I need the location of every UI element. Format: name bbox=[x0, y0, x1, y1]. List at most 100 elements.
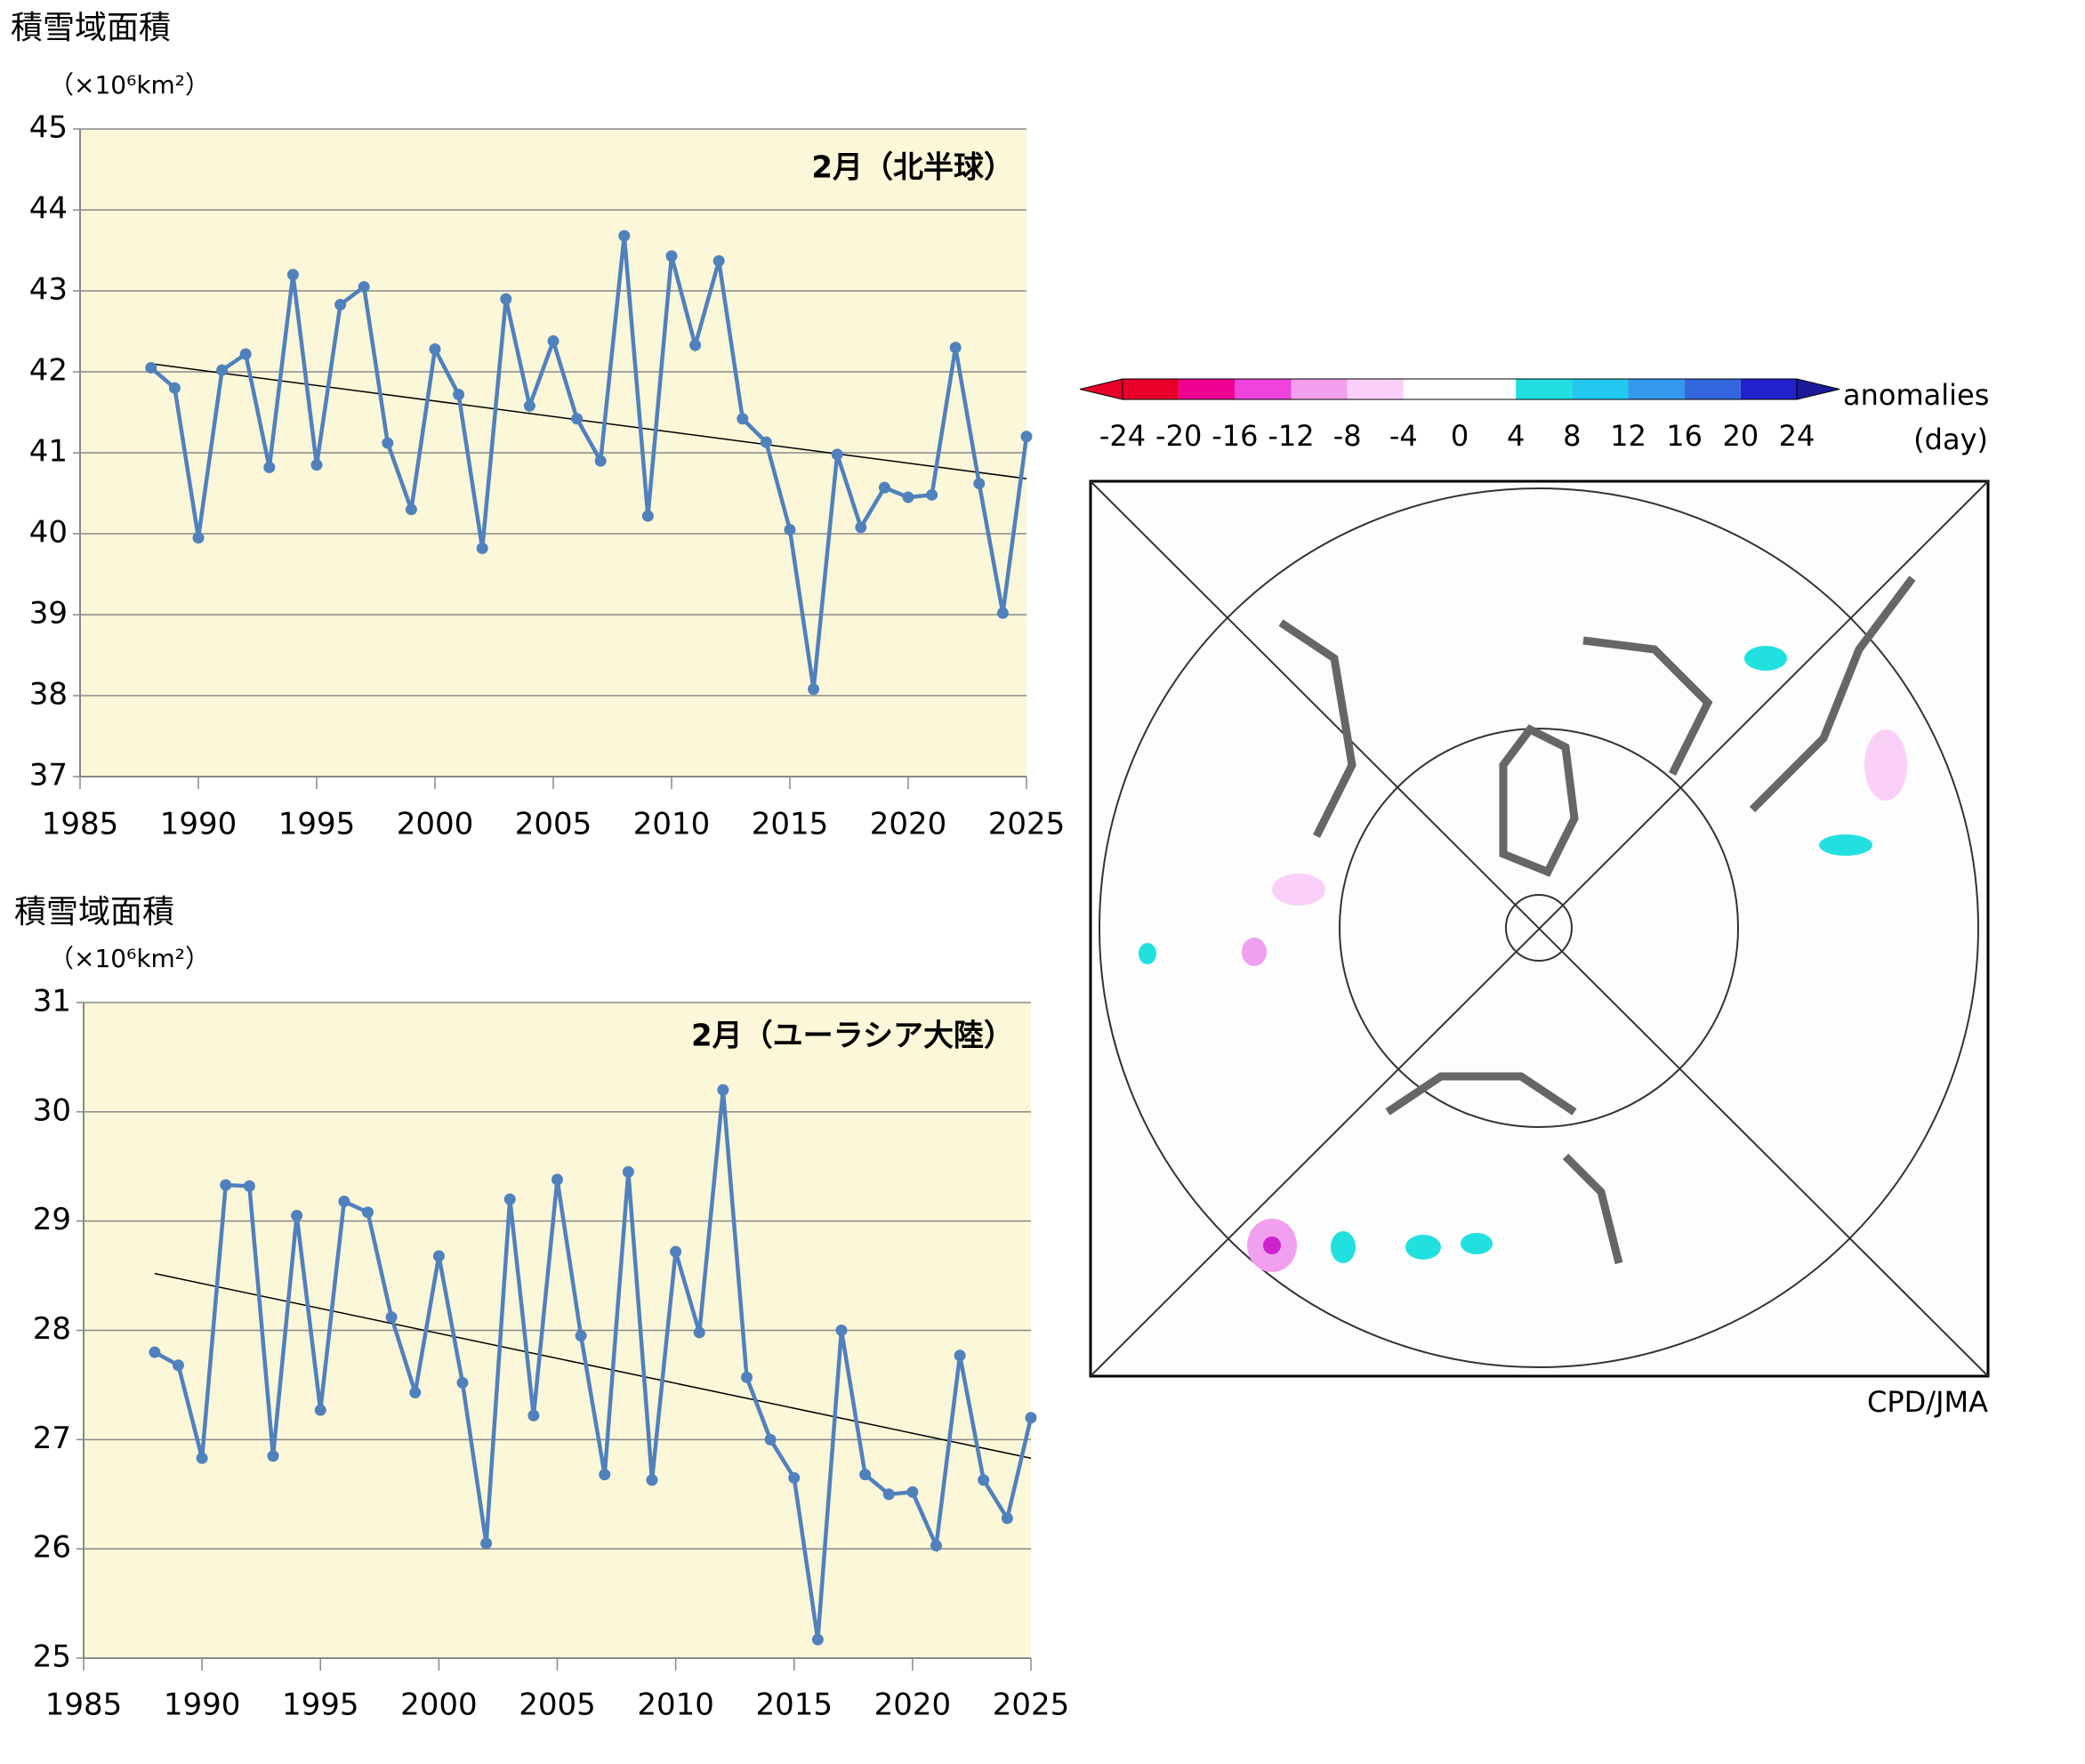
map-frame bbox=[1089, 479, 1990, 1378]
y-tick-label: 43 bbox=[29, 272, 68, 308]
data-point bbox=[362, 1206, 374, 1219]
coastline bbox=[1278, 576, 1916, 1265]
anomaly-area bbox=[1242, 938, 1267, 966]
data-point bbox=[878, 481, 890, 494]
colorbar-segment bbox=[1347, 379, 1404, 399]
data-point bbox=[1020, 431, 1033, 443]
data-point bbox=[1001, 1512, 1013, 1525]
colorbar-label: 24 bbox=[1779, 419, 1815, 453]
data-point bbox=[314, 1404, 326, 1416]
x-tick-label: 2010 bbox=[637, 1687, 714, 1723]
y-tick-label: 37 bbox=[29, 758, 68, 793]
data-point bbox=[760, 436, 772, 448]
data-point bbox=[599, 1469, 611, 1481]
x-tick-label: 2010 bbox=[633, 807, 711, 842]
map-circle bbox=[1099, 487, 1979, 1368]
x-tick-label: 2020 bbox=[870, 807, 947, 842]
data-point bbox=[385, 1311, 398, 1324]
data-point bbox=[926, 488, 938, 501]
colorbar-label: -20 bbox=[1155, 419, 1202, 453]
anomaly-area bbox=[1139, 943, 1156, 964]
data-point bbox=[737, 413, 749, 425]
colorbar-label: -16 bbox=[1212, 419, 1258, 453]
x-tick-label: 1990 bbox=[164, 1687, 241, 1723]
data-point bbox=[693, 1326, 705, 1339]
colorbar-label: 16 bbox=[1666, 419, 1703, 453]
colorbar-label: 8 bbox=[1563, 419, 1581, 453]
data-point bbox=[741, 1371, 753, 1383]
anomaly-area bbox=[1331, 1231, 1356, 1263]
x-tick-label: 2025 bbox=[988, 807, 1066, 842]
colorbar-segment bbox=[1179, 379, 1236, 399]
data-point bbox=[523, 399, 535, 412]
colorbar-label: 4 bbox=[1507, 419, 1525, 453]
y-tick-label: 30 bbox=[33, 1092, 71, 1128]
data-point bbox=[855, 521, 867, 534]
data-point bbox=[1025, 1412, 1037, 1424]
data-point bbox=[145, 361, 157, 374]
data-line bbox=[149, 235, 1029, 690]
x-tick-label: 1985 bbox=[45, 1687, 123, 1723]
anomaly-area bbox=[1461, 1233, 1493, 1254]
colorbar-unit: (day) bbox=[1913, 423, 1988, 456]
data-point bbox=[405, 503, 417, 516]
data-point bbox=[882, 1488, 895, 1501]
data-point bbox=[954, 1349, 966, 1362]
data-point bbox=[310, 459, 323, 471]
trend-line bbox=[154, 1272, 1032, 1459]
data-point bbox=[835, 1325, 848, 1336]
panel-title: 2月（ユーラシア大陸） bbox=[691, 1019, 1014, 1054]
y-tick-label: 45 bbox=[29, 110, 68, 146]
data-point bbox=[263, 461, 276, 473]
y-tick-label: 42 bbox=[29, 353, 68, 389]
x-tick-label: 2005 bbox=[515, 807, 592, 842]
anomaly-area bbox=[1744, 646, 1787, 671]
colorbar-label: -8 bbox=[1333, 419, 1362, 453]
unit-label: （×10⁶km²） bbox=[49, 70, 210, 100]
data-point bbox=[527, 1409, 540, 1422]
y-tick-label: 25 bbox=[33, 1639, 71, 1675]
colorbar-segment bbox=[1235, 379, 1292, 399]
colorbar-segment bbox=[1403, 379, 1460, 399]
data-point bbox=[476, 542, 488, 554]
y-tick-label: 29 bbox=[33, 1202, 71, 1237]
y-tick-label: 44 bbox=[29, 191, 68, 227]
y-tick-label: 31 bbox=[33, 984, 71, 1019]
data-point bbox=[973, 478, 986, 490]
x-tick-label: 2015 bbox=[752, 807, 829, 842]
data-point bbox=[243, 1180, 255, 1192]
x-tick-label: 1995 bbox=[282, 1687, 359, 1723]
data-point bbox=[503, 1193, 516, 1205]
data-point bbox=[291, 1210, 303, 1222]
data-point bbox=[286, 269, 299, 281]
y-tick-label: 38 bbox=[29, 677, 68, 713]
colorbar-segment bbox=[1460, 379, 1517, 399]
chart-title: 積雪域面積 bbox=[11, 10, 171, 46]
panel-title: 2月（北半球） bbox=[811, 150, 1014, 186]
data-point bbox=[978, 1474, 990, 1486]
data-point bbox=[409, 1387, 422, 1399]
colorbar-label: 20 bbox=[1722, 419, 1759, 453]
data-point bbox=[764, 1433, 777, 1446]
data-point bbox=[173, 1359, 184, 1372]
data-point bbox=[547, 334, 559, 347]
y-tick-label: 26 bbox=[33, 1530, 71, 1566]
colorbar-outline bbox=[1122, 378, 1798, 400]
colorbar-label: 0 bbox=[1451, 419, 1469, 453]
data-point bbox=[239, 348, 252, 360]
data-point bbox=[358, 280, 370, 293]
data-point bbox=[712, 254, 725, 267]
data-point bbox=[949, 342, 962, 354]
data-point bbox=[500, 293, 512, 305]
data-point bbox=[216, 364, 229, 376]
data-point bbox=[480, 1537, 493, 1550]
data-point bbox=[196, 1452, 208, 1464]
anomaly-area bbox=[1272, 874, 1325, 906]
credit: CPD/JMA bbox=[1867, 1385, 1988, 1419]
x-tick-label: 1995 bbox=[278, 807, 356, 842]
colorbar-segment bbox=[1740, 379, 1797, 399]
data-point bbox=[622, 1165, 634, 1178]
y-tick-label: 27 bbox=[33, 1421, 71, 1456]
data-point bbox=[168, 382, 181, 394]
